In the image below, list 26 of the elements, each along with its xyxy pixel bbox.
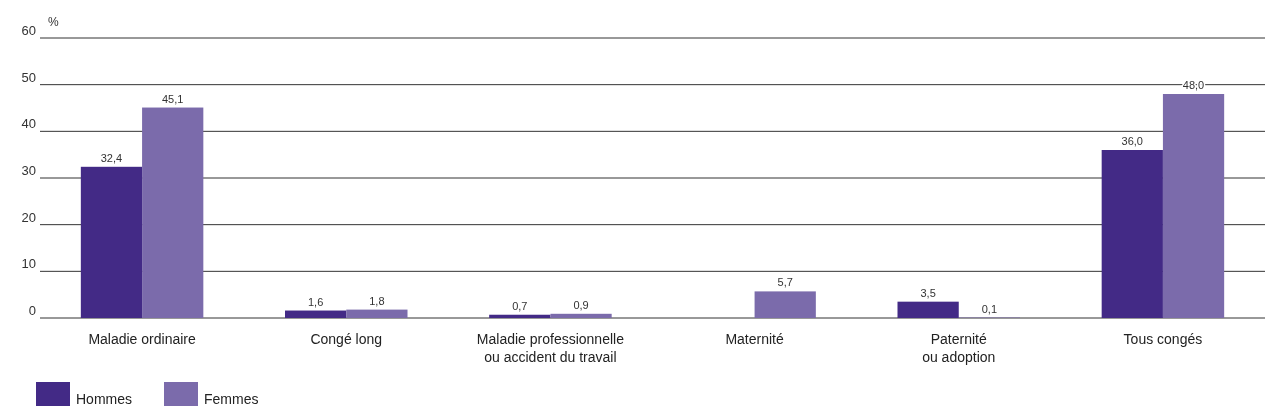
data-label: 32,4 [100,151,123,164]
data-label: 0,1 [981,302,998,315]
data-label: 3,5 [920,286,936,299]
y-tick-label: 40 [21,116,36,132]
y-axis-title: % [48,15,59,29]
legend-label: Hommes [76,391,133,407]
y-tick-label: 30 [21,163,36,178]
data-label: 36,0 [1121,135,1143,147]
x-tick-label: Tous congés [1123,331,1203,347]
data-label: 0,9 [573,298,589,311]
y-tick-label: 10 [21,256,36,272]
data-label: 1,6 [307,295,324,308]
x-tick-label: Maternité [725,331,784,347]
data-label: 0,7 [512,299,528,312]
x-tick-label: Paternité ou adoption [922,331,996,365]
y-tick-label: 50 [21,69,36,85]
x-tick-label: Maladie ordinaire [88,331,196,347]
x-tick-label: Maladie professionnelle ou accident du travail [476,331,625,365]
data-label: 1,8 [369,294,385,307]
data-label: 5,7 [777,276,793,289]
data-label: 45,1 [162,92,184,105]
legend-label: Femmes [204,391,259,407]
y-tick-label: 20 [21,209,36,225]
y-tick-label: 0 [28,303,36,318]
x-tick-label: Congé long [310,331,383,347]
y-tick-label: 60 [21,23,36,38]
